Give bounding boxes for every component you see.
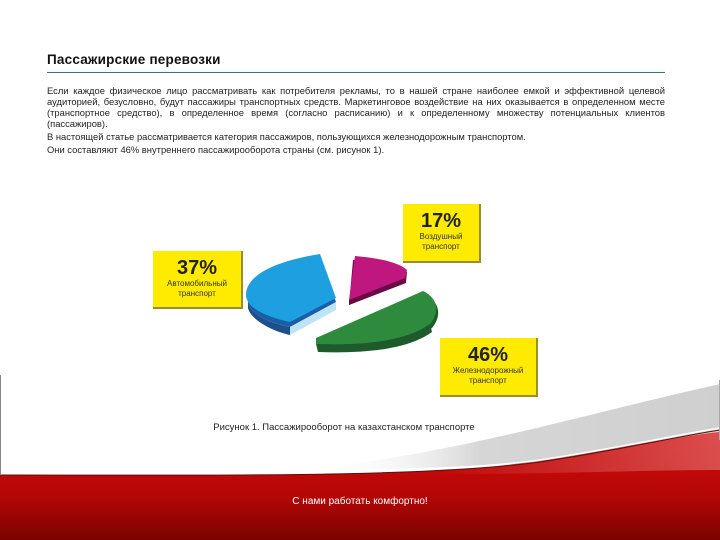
label-air: 17% Воздушный транспорт [403, 204, 481, 263]
label-auto-pct: 37% [176, 257, 218, 279]
figure-caption-text: Рисунок 1. Пассажирооборот на казахстанс… [213, 422, 475, 433]
label-auto-text2: транспорт [178, 289, 216, 298]
label-rail-text1: Железнодорожный [452, 366, 524, 375]
paragraph-category: В настоящей статье рассматривается катег… [47, 131, 526, 142]
figure-caption: Рисунок 1. Пассажирооборот на казахстанс… [0, 422, 720, 433]
label-auto: 37% Автомобильный транспорт [153, 251, 243, 309]
label-rail: 46% Железнодорожный транспорт [440, 338, 538, 397]
label-rail-pct: 46% [467, 344, 509, 366]
page-title: Пассажирские перевозки [47, 52, 221, 67]
paragraph-share: Они составляют 46% внутреннего пассажиро… [47, 144, 385, 155]
label-auto-text1: Автомобильный [167, 279, 227, 288]
pie-slice-air [349, 256, 407, 305]
paragraph-intro: Если каждое физическое лицо рассматриват… [47, 85, 665, 129]
title-underline [47, 72, 665, 73]
label-air-text1: Воздушный [419, 232, 463, 241]
label-rail-text2: транспорт [469, 376, 507, 385]
label-air-text2: транспорт [422, 242, 460, 251]
body-text: Если каждое физическое лицо рассматриват… [47, 85, 665, 157]
pie-slice-rail [316, 291, 439, 353]
footer-slogan: С нами работать комфортно! [0, 496, 720, 507]
footer-slogan-text: С нами работать комфортно! [292, 496, 428, 507]
title-rule-glow [47, 67, 665, 72]
pie-slice-auto [246, 254, 336, 335]
label-air-pct: 17% [420, 210, 462, 232]
